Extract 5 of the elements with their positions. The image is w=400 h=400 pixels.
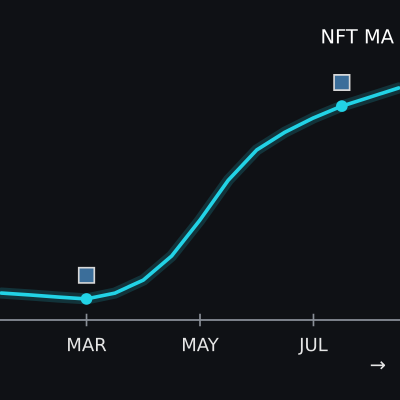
text: → xyxy=(370,361,386,370)
chart-title: NFT MA xyxy=(322,29,394,44)
x-tick-label: MAY xyxy=(182,338,219,352)
x-tick-label: MAR xyxy=(68,338,106,352)
x-tick-label: JUL xyxy=(298,338,328,355)
